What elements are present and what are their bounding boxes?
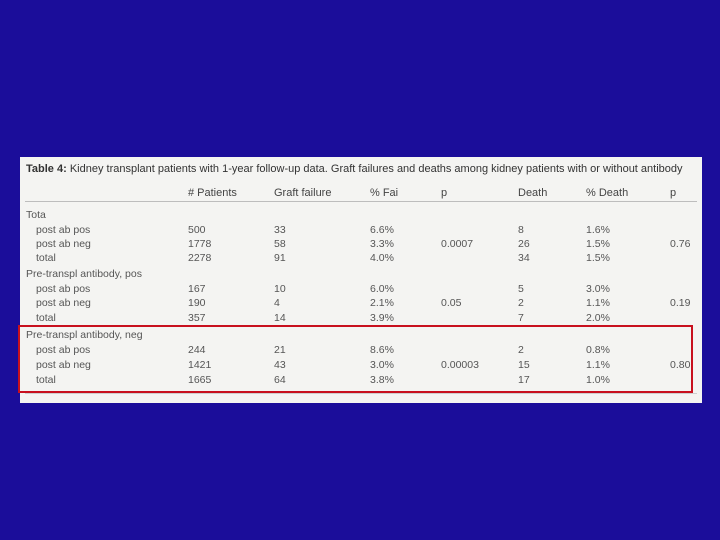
cell-death: 2 <box>518 344 524 356</box>
row-label: post ab neg <box>36 297 91 309</box>
cell-graft: 10 <box>274 283 286 295</box>
cell-pct-death: 1.6% <box>586 224 610 236</box>
highlight-box <box>18 325 693 393</box>
cell-p-fail: 0.0007 <box>441 238 474 250</box>
cell-death: 26 <box>518 238 530 250</box>
table-header <box>25 179 697 202</box>
cell-pct-death: 2.0% <box>586 312 610 324</box>
cell-graft: 91 <box>274 252 286 264</box>
row-label: post ab neg <box>36 238 91 250</box>
group-title: Pre-transpl antibody, neg <box>26 329 143 341</box>
cell-death: 7 <box>518 312 524 324</box>
cell-pct-death: 1.1% <box>586 359 610 371</box>
cell-pct-fail: 2.1% <box>370 297 394 309</box>
cell-pct-fail: 3.3% <box>370 238 394 250</box>
cell-pct-death: 0.8% <box>586 344 610 356</box>
cell-patients: 190 <box>188 297 206 309</box>
group-title: Pre-transpl antibody, pos <box>26 268 142 280</box>
cell-p-death: 0.19 <box>670 297 691 309</box>
col-header-p-death: p <box>670 187 677 199</box>
cell-pct-fail: 3.8% <box>370 374 394 386</box>
col-header-patients: # Patients <box>188 187 237 199</box>
cell-pct-fail: 6.0% <box>370 283 394 295</box>
cell-graft: 4 <box>274 297 280 309</box>
cell-graft: 43 <box>274 359 286 371</box>
cell-patients: 167 <box>188 283 206 295</box>
cell-pct-fail: 4.0% <box>370 252 394 264</box>
cell-death: 15 <box>518 359 530 371</box>
row-label: post ab pos <box>36 283 91 295</box>
cell-pct-fail: 6.6% <box>370 224 394 236</box>
cell-pct-death: 3.0% <box>586 283 610 295</box>
cell-p-death: 0.76 <box>670 238 691 250</box>
cell-pct-death: 1.5% <box>586 238 610 250</box>
col-header-graft-failure: Graft failure <box>274 187 332 199</box>
cell-graft: 33 <box>274 224 286 236</box>
cell-death: 8 <box>518 224 524 236</box>
table-caption: Table 4: Kidney transplant patients with… <box>26 163 696 175</box>
table-document: Table 4: Kidney transplant patients with… <box>20 157 702 403</box>
table-bottom-rule <box>25 393 697 394</box>
row-label: post ab neg <box>36 359 91 371</box>
row-label: total <box>36 374 56 386</box>
caption-label: Table 4: <box>26 163 67 175</box>
group-title: Tota <box>26 209 46 221</box>
col-header-pct-death: % Death <box>586 187 629 199</box>
cell-patients: 244 <box>188 344 206 356</box>
cell-patients: 1665 <box>188 374 212 386</box>
cell-graft: 58 <box>274 238 286 250</box>
cell-graft: 21 <box>274 344 286 356</box>
caption-text: Kidney transplant patients with 1-year f… <box>69 163 683 175</box>
cell-graft: 14 <box>274 312 286 324</box>
cell-death: 5 <box>518 283 524 295</box>
cell-patients: 357 <box>188 312 206 324</box>
cell-pct-death: 1.1% <box>586 297 610 309</box>
cell-patients: 1421 <box>188 359 212 371</box>
col-header-death: Death <box>518 187 548 199</box>
cell-p-fail: 0.05 <box>441 297 462 309</box>
cell-death: 2 <box>518 297 524 309</box>
cell-pct-fail: 3.9% <box>370 312 394 324</box>
cell-graft: 64 <box>274 374 286 386</box>
cell-patients: 2278 <box>188 252 212 264</box>
row-label: total <box>36 312 56 324</box>
row-label: post ab pos <box>36 344 91 356</box>
cell-pct-death: 1.0% <box>586 374 610 386</box>
cell-death: 34 <box>518 252 530 264</box>
cell-death: 17 <box>518 374 530 386</box>
cell-pct-death: 1.5% <box>586 252 610 264</box>
col-header-pct-fail: % Fai <box>370 187 399 199</box>
cell-pct-fail: 8.6% <box>370 344 394 356</box>
cell-pct-fail: 3.0% <box>370 359 394 371</box>
cell-patients: 1778 <box>188 238 212 250</box>
row-label: total <box>36 252 56 264</box>
row-label: post ab pos <box>36 224 91 236</box>
col-header-p-fail: p <box>441 187 448 199</box>
cell-p-fail: 0.00003 <box>441 359 479 371</box>
cell-p-death: 0.80 <box>670 359 691 371</box>
cell-patients: 500 <box>188 224 206 236</box>
